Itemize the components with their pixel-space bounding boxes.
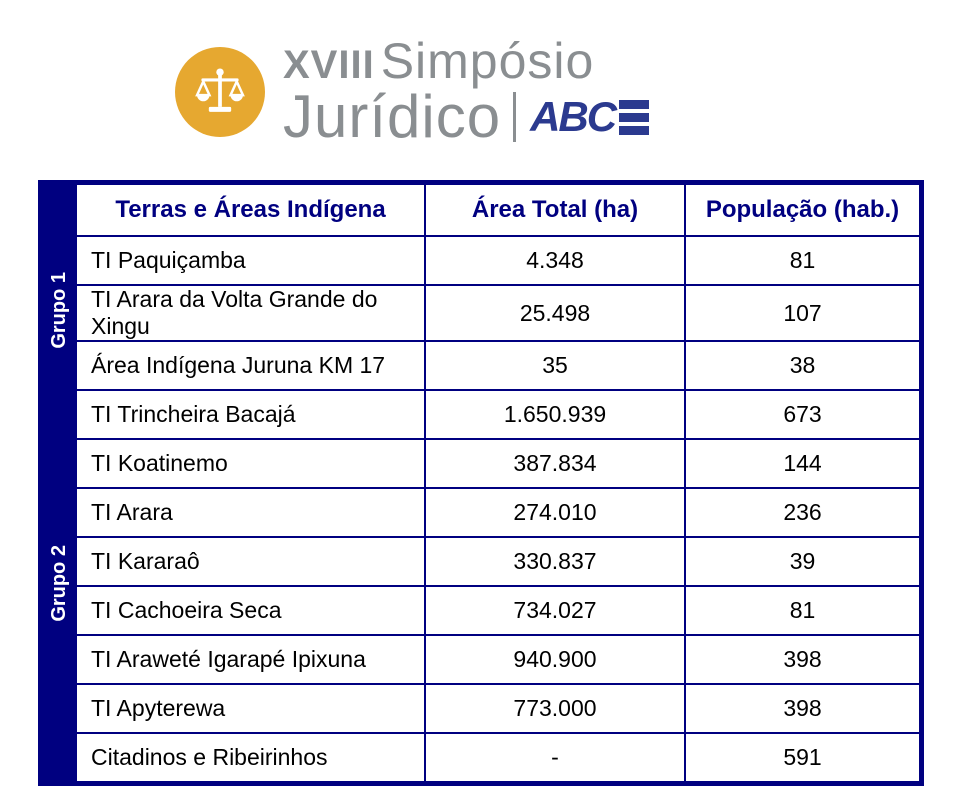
col-header-area: Área Total (ha) [425, 184, 685, 236]
cell-area: 4.348 [425, 236, 685, 285]
table-row: Grupo 2 TI Trincheira Bacajá 1.650.939 6… [42, 390, 920, 439]
col-header-pop: População (hab.) [685, 184, 920, 236]
cell-area: 25.498 [425, 285, 685, 341]
data-table: Terras e Áreas Indígena Área Total (ha) … [38, 180, 924, 786]
group1-label: Grupo 1 [42, 236, 76, 390]
cell-area: 734.027 [425, 586, 685, 635]
cell-area: 773.000 [425, 684, 685, 733]
cell-area: 330.837 [425, 537, 685, 586]
cell-area: - [425, 733, 685, 782]
col-header-name: Terras e Áreas Indígena [76, 184, 425, 236]
cell-pop: 38 [685, 341, 920, 390]
table-row: TI Araweté Igarapé Ipixuna 940.900 398 [42, 635, 920, 684]
cell-pop: 236 [685, 488, 920, 537]
cell-name: TI Cachoeira Seca [76, 586, 425, 635]
cell-name: TI Arara da Volta Grande do Xingu [76, 285, 425, 341]
cell-name: Área Indígena Juruna KM 17 [76, 341, 425, 390]
table-row: TI Apyterewa 773.000 398 [42, 684, 920, 733]
cell-name: TI Paquiçamba [76, 236, 425, 285]
cell-name: TI Arara [76, 488, 425, 537]
table-row: Citadinos e Ribeirinhos - 591 [42, 733, 920, 782]
cell-name: TI Kararaô [76, 537, 425, 586]
table-row: TI Kararaô 330.837 39 [42, 537, 920, 586]
scales-icon [175, 47, 265, 137]
cell-pop: 673 [685, 390, 920, 439]
cell-name: TI Koatinemo [76, 439, 425, 488]
logo-divider [513, 92, 516, 142]
group2-label: Grupo 2 [42, 390, 76, 782]
logo-text: XVIII Simpósio Jurídico ABC [283, 32, 649, 151]
abc-stripes-icon [619, 100, 649, 135]
table-row: TI Arara 274.010 236 [42, 488, 920, 537]
cell-name: TI Trincheira Bacajá [76, 390, 425, 439]
cell-area: 35 [425, 341, 685, 390]
group-header-blank [42, 184, 76, 236]
cell-pop: 81 [685, 236, 920, 285]
cell-pop: 398 [685, 635, 920, 684]
cell-pop: 398 [685, 684, 920, 733]
cell-pop: 81 [685, 586, 920, 635]
cell-pop: 144 [685, 439, 920, 488]
table-row: TI Cachoeira Seca 734.027 81 [42, 586, 920, 635]
cell-pop: 591 [685, 733, 920, 782]
table-row: TI Koatinemo 387.834 144 [42, 439, 920, 488]
cell-name: TI Apyterewa [76, 684, 425, 733]
logo-juridico: Jurídico [283, 82, 501, 151]
abc-text: ABC [530, 93, 615, 141]
cell-pop: 39 [685, 537, 920, 586]
cell-name: Citadinos e Ribeirinhos [76, 733, 425, 782]
cell-area: 387.834 [425, 439, 685, 488]
header-logo: XVIII Simpósio Jurídico ABC [175, 14, 795, 169]
cell-area: 274.010 [425, 488, 685, 537]
table-row: TI Arara da Volta Grande do Xingu 25.498… [42, 285, 920, 341]
cell-area: 1.650.939 [425, 390, 685, 439]
cell-name: TI Araweté Igarapé Ipixuna [76, 635, 425, 684]
table-row: Área Indígena Juruna KM 17 35 38 [42, 341, 920, 390]
table-header-row: Terras e Áreas Indígena Área Total (ha) … [42, 184, 920, 236]
cell-area: 940.900 [425, 635, 685, 684]
abc-logo: ABC [530, 93, 649, 141]
cell-pop: 107 [685, 285, 920, 341]
table-row: Grupo 1 TI Paquiçamba 4.348 81 [42, 236, 920, 285]
